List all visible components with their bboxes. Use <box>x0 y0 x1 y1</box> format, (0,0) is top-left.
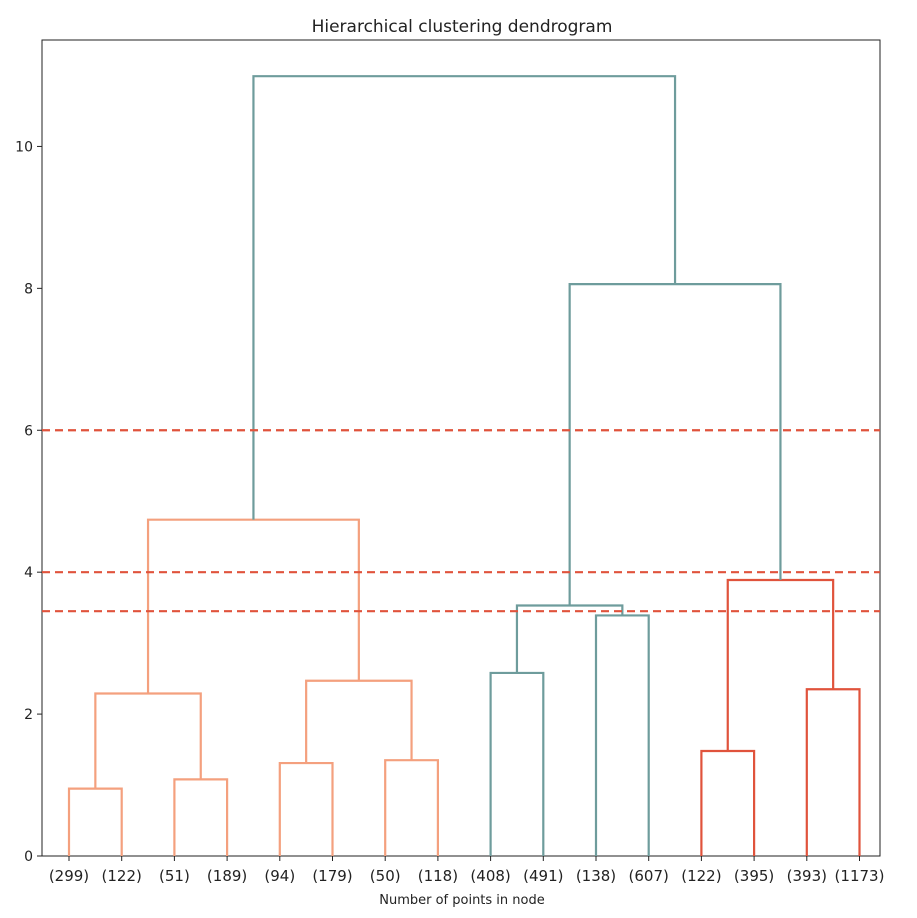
x-axis-label: Number of points in node <box>379 893 545 908</box>
chart-title: Hierarchical clustering dendrogram <box>312 17 613 37</box>
leaf-label: (607) <box>629 867 669 885</box>
threshold-lines <box>42 429 880 613</box>
dendrogram-link-10 <box>305 679 413 764</box>
dendrogram-link-5 <box>489 671 545 856</box>
x-axis-leaf-labels: (299) (122) (51) (189) (94) (179) (50) (118) (40… <box>49 856 885 885</box>
leaf-label: (393) <box>787 867 827 885</box>
dendrogram-link-12 <box>726 578 835 751</box>
leaf-label: (122) <box>102 867 142 885</box>
dendrogram-link-15 <box>252 75 677 520</box>
y-tick-label: 6 <box>24 423 33 439</box>
leaf-label: (51) <box>159 867 190 885</box>
dendrogram-link-1 <box>67 787 123 856</box>
dendrogram-link-9 <box>94 692 202 789</box>
y-axis: 0 2 4 6 8 10 <box>15 139 42 865</box>
dendrogram-link-4 <box>384 759 439 856</box>
leaf-label: (179) <box>312 867 352 885</box>
leaf-label: (94) <box>264 867 295 885</box>
y-tick-label: 8 <box>24 281 33 297</box>
dendrogram-link-13 <box>146 518 360 694</box>
y-tick-label: 0 <box>24 849 33 865</box>
plot-frame <box>41 39 881 857</box>
leaf-label: (491) <box>523 867 563 885</box>
leaf-label: (122) <box>681 867 721 885</box>
leaf-label: (395) <box>734 867 774 885</box>
dendrogram-links <box>67 75 861 856</box>
y-tick-label: 4 <box>24 565 33 581</box>
y-tick-label: 10 <box>15 139 33 155</box>
dendrogram-link-8 <box>805 688 861 856</box>
leaf-label: (299) <box>49 867 89 885</box>
dendrogram-link-2 <box>173 778 229 856</box>
leaf-label: (408) <box>470 867 510 885</box>
dendrogram-link-14 <box>568 282 782 606</box>
dendrogram-link-7 <box>700 749 756 856</box>
leaf-label: (189) <box>207 867 247 885</box>
dendrogram-link-3 <box>278 761 334 856</box>
dendrogram-link-6 <box>594 614 650 856</box>
leaf-label: (138) <box>576 867 616 885</box>
leaf-label: (1173) <box>835 867 885 885</box>
y-tick-label: 2 <box>24 707 33 723</box>
leaf-label: (118) <box>418 867 458 885</box>
leaf-label: (50) <box>370 867 401 885</box>
